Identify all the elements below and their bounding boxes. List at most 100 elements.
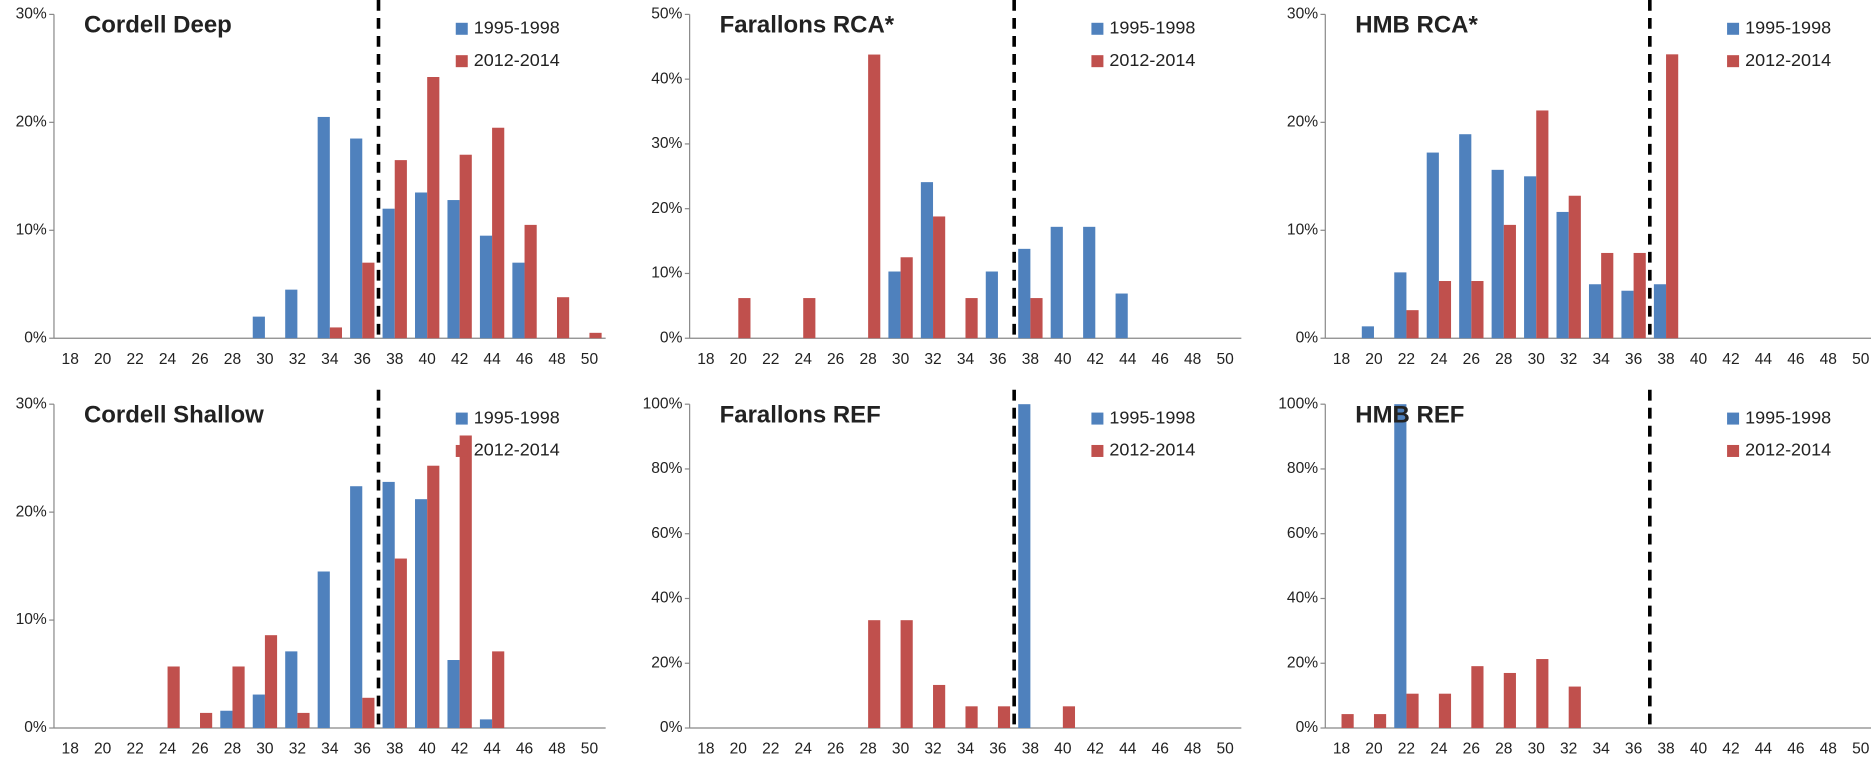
bar [1406, 310, 1419, 339]
bar [1633, 252, 1646, 339]
x-tick-label: 24 [159, 351, 177, 368]
x-tick-label: 24 [1430, 351, 1448, 368]
chart-title: Farallons RCA* [720, 12, 895, 39]
legend-swatch [1091, 55, 1104, 68]
legend-swatch [1727, 444, 1740, 457]
x-tick-label: 50 [1216, 741, 1234, 758]
x-tick-label: 28 [1495, 351, 1512, 368]
x-tick-label: 34 [957, 351, 975, 368]
x-tick-label: 24 [795, 351, 813, 368]
y-tick-label: 10% [16, 221, 47, 238]
bar [997, 706, 1011, 729]
x-tick-label: 20 [1365, 351, 1383, 368]
chart-title: Farallons REF [720, 402, 881, 429]
legend-swatch [1091, 412, 1104, 425]
x-tick-label: 30 [256, 351, 274, 368]
y-tick-label: 100% [643, 395, 683, 412]
x-tick-label: 20 [730, 741, 748, 758]
x-tick-label: 48 [1820, 741, 1837, 758]
x-tick-label: 48 [1820, 351, 1837, 368]
bar [285, 651, 298, 729]
bar [362, 697, 375, 729]
bar [1406, 693, 1419, 729]
y-tick-label: 20% [651, 200, 682, 217]
legend-label: 2012-2014 [474, 50, 560, 70]
bar [868, 54, 881, 339]
bar [1666, 54, 1679, 339]
bar [512, 262, 525, 339]
x-tick-label: 22 [762, 741, 779, 758]
chart-title: HMB RCA* [1355, 12, 1478, 39]
x-tick-label: 38 [386, 741, 403, 758]
bar [1568, 686, 1581, 729]
bar [252, 316, 265, 339]
x-tick-label: 22 [1398, 741, 1415, 758]
x-tick-label: 44 [483, 351, 501, 368]
x-tick-label: 50 [1852, 741, 1870, 758]
bar [382, 208, 395, 339]
bar [888, 271, 901, 339]
x-tick-label: 18 [62, 741, 79, 758]
legend-label: 1995-1998 [474, 18, 560, 38]
x-tick-label: 22 [1398, 351, 1415, 368]
panel: 0% 10% 20% 30% 18 20 22 24 26 28 30 32 34 36 38 40 42 44 4… [16, 0, 606, 368]
legend-swatch [455, 22, 468, 35]
x-tick-label: 42 [451, 741, 468, 758]
bar [394, 160, 407, 339]
y-tick-label: 10% [1287, 221, 1318, 238]
legend-swatch [1727, 412, 1740, 425]
bar [803, 298, 816, 339]
x-tick-label: 44 [483, 741, 501, 758]
bar [1524, 176, 1537, 339]
x-tick-label: 46 [516, 351, 533, 368]
bar [382, 481, 395, 729]
legend-swatch [1727, 22, 1740, 35]
bar [1341, 714, 1354, 729]
x-tick-label: 32 [924, 741, 941, 758]
x-tick-label: 34 [957, 741, 975, 758]
y-tick-label: 20% [1287, 654, 1318, 671]
x-tick-label: 30 [892, 741, 910, 758]
bar [1536, 110, 1549, 339]
panel: 0% 10% 20% 30% 18 20 22 24 26 28 30 32 34 36 38 40 42 44 4… [16, 389, 606, 758]
bar [1503, 224, 1516, 339]
x-tick-label: 42 [1087, 741, 1104, 758]
bar [933, 684, 946, 729]
chart-title: Cordell Deep [84, 12, 232, 39]
x-tick-label: 20 [730, 351, 748, 368]
bar [556, 297, 570, 339]
bar [1653, 284, 1667, 339]
bar [1588, 284, 1602, 339]
bar [965, 298, 978, 339]
x-tick-label: 32 [289, 351, 306, 368]
bar [933, 216, 946, 339]
legend-swatch [455, 412, 468, 425]
bar [524, 224, 537, 339]
x-tick-label: 38 [386, 351, 403, 368]
bar [459, 154, 472, 339]
x-tick-label: 34 [1592, 351, 1610, 368]
bar [200, 712, 213, 729]
x-tick-label: 40 [419, 351, 437, 368]
bar [252, 694, 265, 729]
panel: 0% 10% 20% 30% 40% 50% 18 20 22 24 26 28 30 32 34 36 38 4… [651, 0, 1242, 368]
y-tick-label: 20% [16, 503, 47, 520]
legend-label: 1995-1998 [1109, 407, 1195, 427]
bar [900, 620, 913, 729]
x-tick-label: 20 [1365, 741, 1383, 758]
x-tick-label: 48 [548, 741, 565, 758]
y-tick-label: 0% [1296, 719, 1319, 736]
x-tick-label: 50 [1216, 351, 1234, 368]
bar [1394, 404, 1407, 729]
bar [1018, 404, 1031, 729]
x-tick-label: 28 [224, 351, 241, 368]
legend-swatch [1091, 22, 1104, 35]
y-tick-label: 60% [1287, 525, 1318, 542]
x-tick-label: 44 [1119, 741, 1137, 758]
x-tick-label: 34 [1592, 741, 1610, 758]
bar [459, 435, 472, 729]
y-tick-label: 10% [651, 265, 682, 282]
legend-label: 2012-2014 [474, 440, 560, 460]
bar [1438, 281, 1452, 339]
bar [920, 182, 934, 339]
